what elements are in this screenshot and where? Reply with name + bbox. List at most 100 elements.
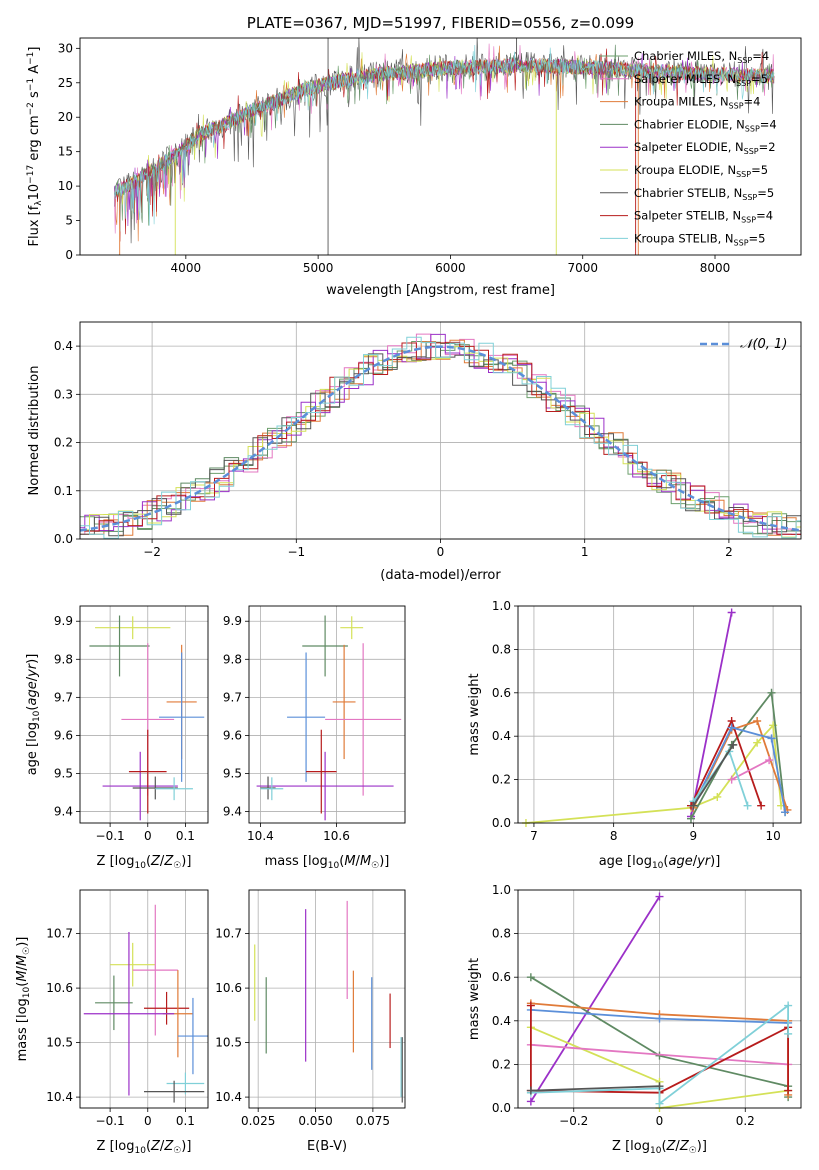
y-axis-label: age [log10(age/yr)]: [25, 654, 42, 776]
weight-marker: [767, 688, 776, 697]
x-tick-label: 10: [765, 829, 780, 843]
weight-marker: [526, 1001, 535, 1010]
y-tick-label: 0.2: [492, 1057, 511, 1071]
legend-entry: Salpeter ELODIE, NSSP=2: [634, 140, 776, 156]
weight-marker: [526, 973, 535, 982]
y-tick-label: 0.0: [54, 532, 73, 546]
x-axis-label: Z [log10(Z/Z☉)]: [97, 854, 192, 871]
weight_vs_Z-panel: −0.2 0 0.2 0.0 0.2 0.4 0.6 0.8 1.0 Z [log10(Z/Z☉)…: [467, 883, 802, 1156]
y-tick-label: 0: [65, 248, 73, 262]
weight-marker: [784, 1086, 793, 1095]
y-tick-label: 0.8: [492, 927, 511, 941]
weight-marker: [526, 1086, 535, 1095]
y-tick-label: 0.2: [492, 773, 511, 787]
y-tick-label: 10.7: [46, 927, 73, 941]
weight-marker: [729, 740, 738, 749]
histogram-salpeter_stelib: [80, 341, 801, 535]
legend-entry: Chabrier STELIB, NSSP=5: [634, 186, 774, 202]
y-tick-label: 1.0: [492, 883, 511, 897]
axes-frame: [79, 321, 802, 540]
weight-marker: [784, 1029, 793, 1038]
y-tick-label: 9.9: [54, 614, 73, 628]
y-tick-label: 10.4: [215, 1090, 242, 1104]
x-tick-label: 0: [656, 1114, 664, 1128]
x-tick-label: 1: [581, 545, 589, 559]
x-tick-label: −0.2: [559, 1114, 588, 1128]
y-tick-label: 10: [58, 179, 73, 193]
axes-frame: [517, 889, 802, 1109]
y-tick-label: 9.9: [223, 614, 242, 628]
x-tick-label: 0.050: [298, 1114, 332, 1128]
weight-line-salpeter_elodie: [690, 612, 733, 817]
x-axis-label: mass [log10(M/M☉)]: [265, 854, 390, 871]
weight-marker: [689, 801, 698, 810]
legend-entry: Salpeter STELIB, NSSP=4: [634, 209, 773, 225]
y-tick-label: 0.1: [54, 484, 73, 498]
weight-line-salpeter_miles: [530, 1043, 789, 1066]
axes-frame: [248, 889, 406, 1109]
y-axis-label: Flux [fλ10−17 erg cm−2 s−1 A−1]: [26, 47, 44, 247]
y-tick-label: 10.6: [46, 981, 73, 995]
y-tick-label: 1.0: [492, 599, 511, 613]
weight-marker: [727, 775, 736, 784]
legend-entry: Kroupa STELIB, NSSP=5: [634, 231, 765, 247]
x-tick-label: 4000: [171, 261, 202, 275]
spectrum-line-kroupa_stelib: [114, 44, 775, 232]
normal-reference-curve: [79, 345, 802, 532]
y-tick-label: 9.5: [223, 767, 242, 781]
legend-entry: Kroupa MILES, NSSP=4: [634, 95, 760, 111]
axes-frame: [248, 605, 406, 824]
x-tick-label: 0: [144, 1114, 152, 1128]
y-tick-label: 9.6: [223, 728, 242, 742]
y-tick-label: 0.4: [492, 729, 511, 743]
y-tick-label: 0.8: [492, 642, 511, 656]
weight-marker: [727, 608, 736, 617]
x-tick-label: 5000: [303, 261, 334, 275]
x-tick-label: 2: [725, 545, 733, 559]
weight-line-blue_model: [692, 726, 786, 813]
legend-entry: 𝒩(0, 1): [740, 337, 787, 352]
y-tick-label: 10.6: [215, 981, 242, 995]
y-tick-label: 9.8: [223, 652, 242, 666]
y-tick-label: 0.0: [492, 1101, 511, 1115]
spectrum-panel: 4000 5000 6000 7000 8000 0 5 10 15 20 25 30 PLATE=03…: [26, 14, 802, 298]
x-axis-label: age [log10(age/yr)]: [599, 854, 721, 871]
x-axis-label: Z [log10(Z/Z☉)]: [612, 1139, 707, 1156]
weight-line-chabrier_elodie: [690, 690, 786, 820]
weight-marker: [753, 717, 762, 726]
x-tick-label: 0: [144, 829, 152, 843]
x-tick-label: 9: [690, 829, 698, 843]
x-axis-label: (data-model)/error: [380, 568, 501, 583]
legend-entry: Chabrier MILES, NSSP=4: [634, 49, 769, 65]
mass_vs_Z-panel: −0.1 0 0.1 10.4 10.5 10.6 10.7 Z [log10(Z/Z☉)] m…: [15, 889, 209, 1156]
x-tick-label: −2: [143, 545, 161, 559]
axes-frame: [79, 605, 209, 824]
y-tick-label: 15: [58, 145, 73, 159]
x-axis-label: E(B-V): [307, 1139, 347, 1154]
y-tick-label: 9.8: [54, 652, 73, 666]
x-tick-label: 0.2: [736, 1114, 755, 1128]
weight-marker: [767, 734, 776, 743]
weight-marker: [753, 738, 762, 747]
y-axis-label: mass weight: [467, 958, 482, 1040]
weight-marker: [784, 1001, 793, 1010]
y-tick-label: 5: [65, 214, 73, 228]
weight-marker: [727, 723, 736, 732]
x-tick-label: −0.1: [96, 1114, 125, 1128]
y-tick-label: 0.2: [54, 436, 73, 450]
y-axis-label: mass [log10(M/M☉)]: [15, 937, 32, 1062]
y-tick-label: 0.4: [54, 339, 73, 353]
weight-marker: [713, 792, 722, 801]
weight-marker: [526, 1097, 535, 1106]
weight-line-chabrier_stelib: [692, 744, 734, 807]
y-tick-label: 9.4: [54, 805, 73, 819]
x-tick-label: 0.025: [241, 1114, 275, 1128]
x-tick-label: 10.6: [323, 829, 350, 843]
y-tick-label: 0.3: [54, 387, 73, 401]
x-tick-label: 6000: [435, 261, 466, 275]
legend-entry: Kroupa ELODIE, NSSP=5: [634, 163, 768, 179]
weight-marker: [781, 808, 790, 817]
legend-entry: Chabrier ELODIE, NSSP=4: [634, 117, 777, 133]
weight-marker: [655, 892, 664, 901]
